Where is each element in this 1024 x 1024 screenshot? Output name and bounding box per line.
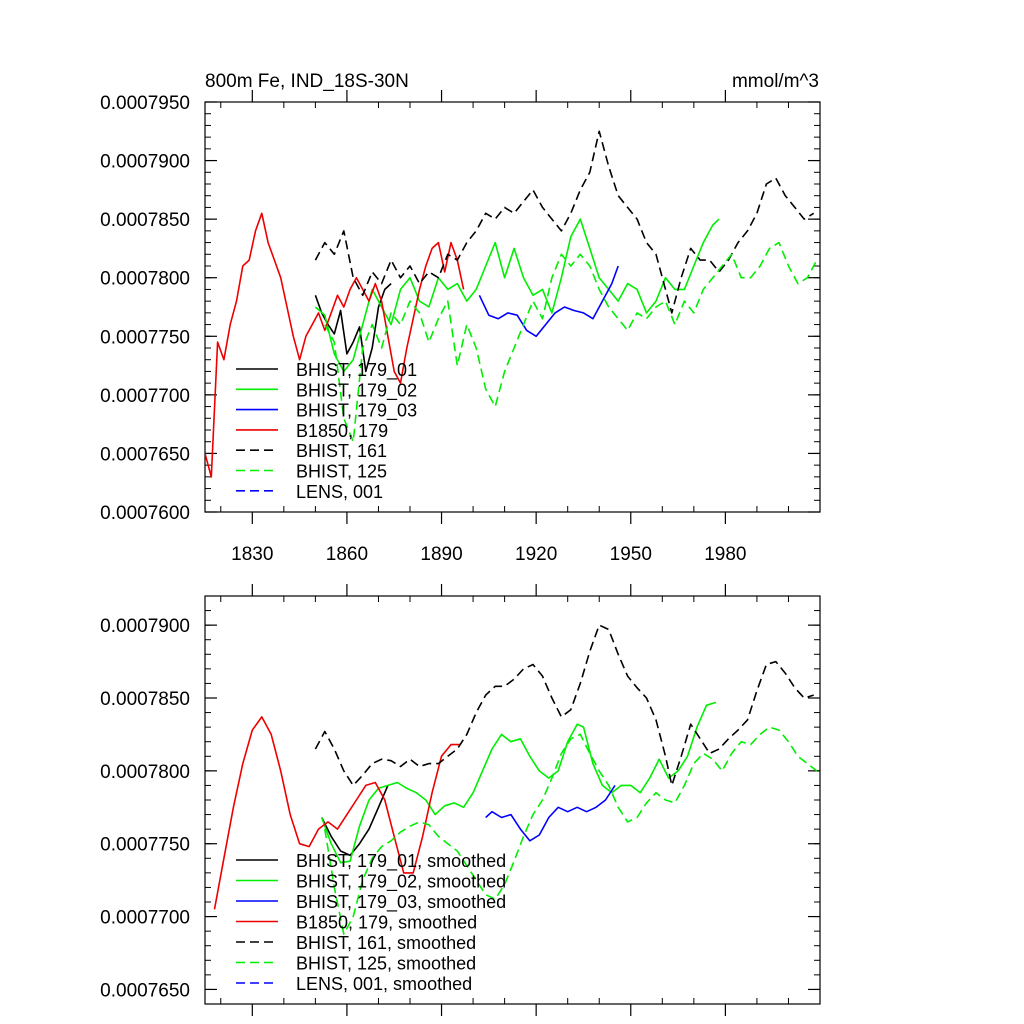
y-tick-label: 0.0007650	[100, 444, 190, 465]
y-tick-label: 0.0007650	[100, 980, 190, 1001]
legend-label: BHIST, 161	[296, 441, 387, 461]
units-label: mmol/m^3	[732, 71, 819, 92]
legend-label: BHIST, 179_01, smoothed	[296, 851, 506, 872]
legend-label: BHIST, 161, smoothed	[296, 933, 476, 953]
y-tick-label: 0.0007900	[100, 152, 190, 173]
top-chart-panel: 800m Fe, IND_18S-30N mmol/m^3 1830 1860 18…	[100, 71, 821, 565]
y-tick-label: 0.0007800	[100, 762, 190, 783]
series-line	[478, 265, 619, 338]
series-group	[205, 130, 818, 478]
series-line	[320, 701, 717, 864]
plot-frame	[204, 101, 821, 513]
legend-label: BHIST, 125, smoothed	[296, 954, 476, 974]
y-tick-label: 0.0007800	[100, 269, 190, 290]
y-tick-label: 0.0007850	[100, 210, 190, 231]
y-tick-label: 0.0007850	[100, 689, 190, 710]
legend-label: BHIST, 179_01	[296, 360, 417, 381]
y-tick-label: 0.0007750	[100, 835, 190, 856]
y-tick-label: 0.0007600	[100, 503, 190, 524]
legend-label: B1850, 179, smoothed	[296, 913, 477, 933]
legend-label: LENS, 001	[296, 482, 383, 502]
legend-label: BHIST, 179_03	[296, 401, 417, 422]
bottom-chart-panel: 0.0007650 0.0007700 0.0007750 0.0007800 0.00…	[100, 584, 821, 1016]
x-tick-label: 1920	[515, 544, 557, 565]
top-plot-area: 1830 1860 1890 1920 1950 1980 0.0007600 0.00076…	[100, 90, 821, 565]
series-line	[213, 716, 461, 910]
series-line	[320, 785, 389, 857]
legend-label: BHIST, 179_02, smoothed	[296, 872, 506, 893]
chart-title: 800m Fe, IND_18S-30N	[205, 71, 409, 92]
series-line	[205, 212, 465, 478]
legend-label: LENS, 001, smoothed	[296, 974, 472, 994]
y-tick-label: 0.0007900	[100, 616, 190, 637]
series-line	[314, 624, 814, 787]
series-line	[314, 283, 392, 373]
y-tick-label: 0.0007750	[100, 327, 190, 348]
legend-label: BHIST, 179_02	[296, 380, 417, 401]
series-line	[485, 784, 616, 842]
y-tick-label: 0.0007950	[100, 93, 190, 114]
y-tick-label: 0.0007700	[100, 908, 190, 929]
legend-label: BHIST, 125	[296, 462, 387, 482]
legend-label: B1850, 179	[296, 421, 388, 441]
bottom-plot-area: 0.0007650 0.0007700 0.0007750 0.0007800 0.00…	[100, 584, 821, 1016]
x-tick-label: 1950	[610, 544, 652, 565]
y-tick-label: 0.0007700	[100, 386, 190, 407]
legend-label: BHIST, 179_03, smoothed	[296, 892, 506, 913]
series-line	[324, 726, 818, 935]
x-tick-label: 1890	[420, 544, 462, 565]
x-tick-label: 1860	[326, 544, 368, 565]
x-tick-label: 1830	[231, 544, 273, 565]
series-line	[324, 241, 818, 443]
series-group	[213, 624, 818, 935]
x-tick-label: 1980	[704, 544, 746, 565]
